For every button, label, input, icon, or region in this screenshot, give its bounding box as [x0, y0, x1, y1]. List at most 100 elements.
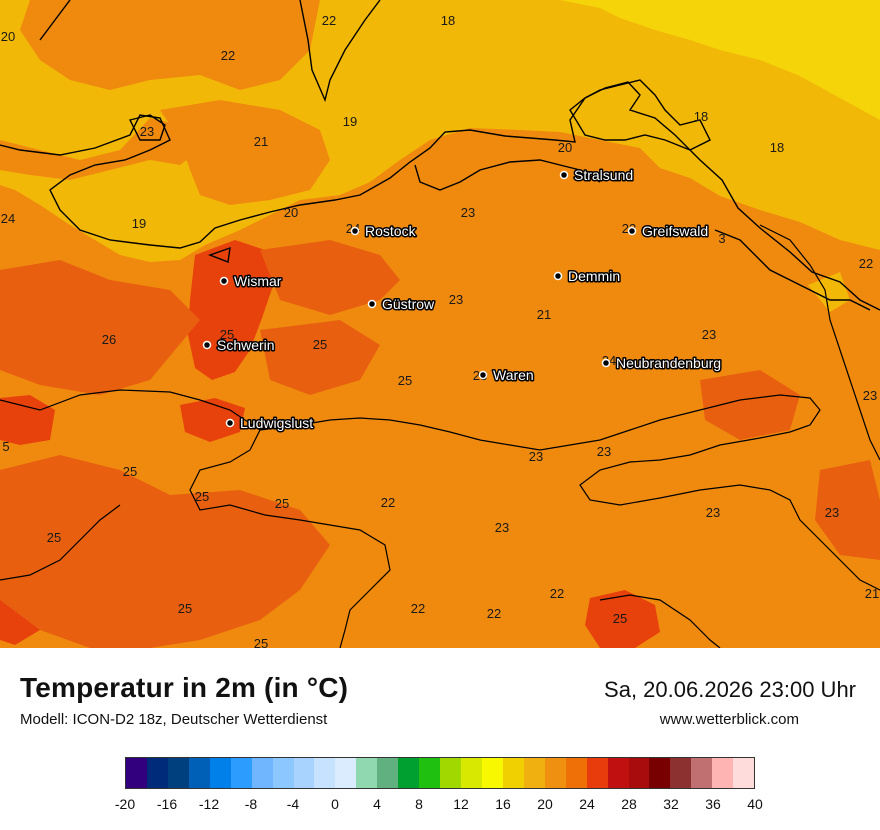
city-dot: [559, 170, 569, 180]
coastline-east: [714, 229, 871, 311]
legend-swatch: [607, 758, 629, 788]
legend-swatch: [209, 758, 231, 788]
temperature-value-label: 23: [529, 449, 543, 464]
legend-tick-label: -20: [114, 796, 136, 812]
legend-swatch: [461, 758, 482, 788]
temperature-value-label: 25: [123, 464, 137, 479]
temperature-value-label: 20: [558, 140, 572, 155]
temperature-value-label: 23: [863, 388, 877, 403]
coastline-north: [39, 0, 381, 103]
legend-tick-label: 8: [415, 796, 423, 812]
legend-swatch: [523, 758, 545, 788]
temperature-value-label: 21: [254, 134, 268, 149]
warm-patch: [0, 395, 55, 445]
map-title: Temperatur in 2m (in °C): [20, 672, 349, 703]
city-dot: [225, 418, 235, 428]
temperature-value-label: 25: [178, 601, 192, 616]
legend-tick-label: 32: [663, 796, 679, 812]
city-marker: Schwerin: [202, 336, 276, 355]
color-legend: [125, 757, 755, 789]
temperature-value-label: 22: [411, 601, 425, 616]
legend-tick-label: 12: [453, 796, 469, 812]
state-border: [759, 224, 880, 461]
legend-tick-label: -16: [156, 796, 178, 812]
warm-patch: [0, 260, 200, 395]
city-dot: [601, 358, 611, 368]
temperature-value-label: 21: [865, 586, 879, 601]
legend-swatch: [586, 758, 608, 788]
temperature-value-label: 19: [132, 216, 146, 231]
coastline: [0, 81, 880, 311]
coastal-warm-strip: [0, 118, 200, 180]
temperature-value-label: 18: [694, 109, 708, 124]
city-label: Greifswald: [642, 223, 708, 239]
temperature-value-label: 25: [275, 496, 289, 511]
legend-tick-label: -8: [244, 796, 258, 812]
legend-swatch: [188, 758, 210, 788]
city-dot: [219, 276, 229, 286]
legend-tick-label: 28: [621, 796, 637, 812]
city-label: Güstrow: [382, 296, 435, 312]
temperature-value-label: 23: [495, 520, 509, 535]
temperature-value-label: 22: [221, 48, 235, 63]
temperature-value-label: 20: [284, 205, 298, 220]
city-marker: Waren: [478, 366, 535, 385]
legend-tick-label: -12: [198, 796, 220, 812]
temperature-value-label: 23: [597, 444, 611, 459]
temperature-value-label: 25: [220, 327, 234, 342]
state-border: [0, 389, 391, 648]
legend-tick-label: 40: [747, 796, 763, 812]
city-markers: Stralsund Rostock Greifswald Demmin Wismar Gü…: [202, 166, 723, 433]
city-marker: Güstrow: [367, 295, 437, 314]
legend-swatch: [293, 758, 315, 788]
legend-swatch: [733, 758, 755, 788]
city-marker: Neubrandenburg: [601, 354, 723, 373]
city-label: Demmin: [568, 268, 620, 284]
temperature-value-label: 25: [398, 373, 412, 388]
temperature-value-label: 23: [702, 327, 716, 342]
temperature-value-label: 19: [343, 114, 357, 129]
city-marker: Rostock: [350, 222, 418, 241]
isotherm-labels: 2022182219232118182024192024232332223212…: [1, 13, 879, 648]
legend-swatch: [356, 758, 378, 788]
sea-inlet: [207, 246, 231, 263]
temperature-value-label: 5: [2, 439, 9, 454]
legend-swatch: [440, 758, 461, 788]
city-dot: [478, 370, 488, 380]
legend-swatch: [670, 758, 692, 788]
legend-swatch: [398, 758, 420, 788]
sea-temperature-area-north: [560, 0, 880, 120]
temperature-value-label: 3: [718, 231, 725, 246]
map-canvas: 2022182219232118182024192024232332223212…: [0, 0, 880, 648]
coastline-island: [569, 79, 711, 151]
legend-swatch: [126, 758, 147, 788]
legend-swatch: [230, 758, 252, 788]
legend-tick-label: -4: [286, 796, 300, 812]
website-link[interactable]: www.wetterblick.com: [659, 711, 799, 728]
legend-tick-label: 16: [495, 796, 511, 812]
legend-swatch: [377, 758, 399, 788]
temperature-value-label: 23: [449, 292, 463, 307]
temperature-value-label: 23: [461, 205, 475, 220]
warm-patch: [260, 320, 380, 395]
legend-swatch: [481, 758, 503, 788]
legend-swatch: [649, 758, 671, 788]
city-dot: [367, 299, 377, 309]
warm-patch: [260, 240, 400, 315]
temperature-value-label: 26: [102, 332, 116, 347]
city-label: Schwerin: [217, 337, 275, 353]
temperature-value-label: 24: [1, 211, 15, 226]
legend-swatch: [251, 758, 273, 788]
valid-datetime: Sa, 20.06.2026 23:00 Uhr: [604, 677, 856, 702]
temperature-value-label: 23: [825, 505, 839, 520]
temperature-value-label: 25: [195, 489, 209, 504]
temperature-value-label: 18: [770, 140, 784, 155]
temperature-value-label: 20: [1, 29, 15, 44]
legend-tick-labels: -20 -16 -12 -8 -4 0 4 8 12 16 20 24 28 32 36 40: [115, 796, 763, 814]
coastline-bay: [414, 159, 601, 191]
legend-tick-label: 36: [705, 796, 721, 812]
state-border: [259, 394, 880, 591]
temperature-map: 2022182219232118182024192024232332223212…: [0, 0, 880, 648]
temperature-value-label: 22: [550, 586, 564, 601]
city-label: Ludwigslust: [240, 415, 313, 431]
